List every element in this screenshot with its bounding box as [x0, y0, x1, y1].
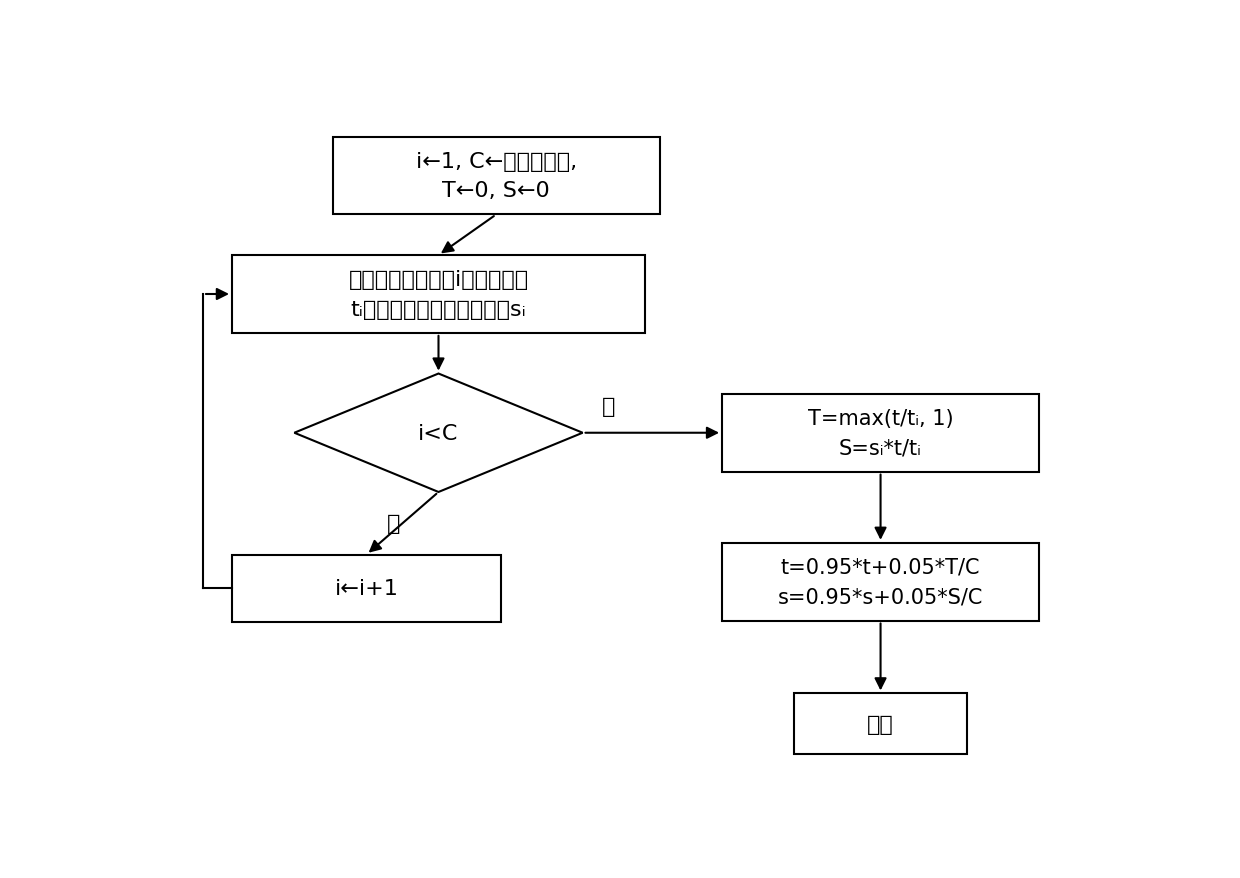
Text: 结束: 结束 — [867, 714, 894, 734]
Text: 否: 否 — [601, 396, 615, 416]
Text: T=max(t/tᵢ, 1)
S=sᵢ*t/tᵢ: T=max(t/tᵢ, 1) S=sᵢ*t/tᵢ — [807, 408, 954, 458]
Text: i<C: i<C — [418, 423, 459, 443]
FancyBboxPatch shape — [332, 138, 660, 215]
Text: 是: 是 — [387, 514, 401, 534]
FancyBboxPatch shape — [232, 255, 645, 334]
Text: 获取频谱池中信道i的使用时间
tᵢ与信道质量变化变化范围sᵢ: 获取频谱池中信道i的使用时间 tᵢ与信道质量变化变化范围sᵢ — [348, 270, 528, 320]
FancyBboxPatch shape — [794, 694, 967, 754]
Polygon shape — [294, 374, 583, 493]
Text: t=0.95*t+0.05*T/C
s=0.95*s+0.05*S/C: t=0.95*t+0.05*T/C s=0.95*s+0.05*S/C — [777, 558, 983, 607]
Text: i←i+1: i←i+1 — [335, 579, 398, 599]
FancyBboxPatch shape — [232, 555, 501, 623]
FancyBboxPatch shape — [722, 394, 1039, 472]
FancyBboxPatch shape — [722, 543, 1039, 621]
Text: i←1, C←频谱池容量,
T←0, S←0: i←1, C←频谱池容量, T←0, S←0 — [415, 152, 577, 201]
